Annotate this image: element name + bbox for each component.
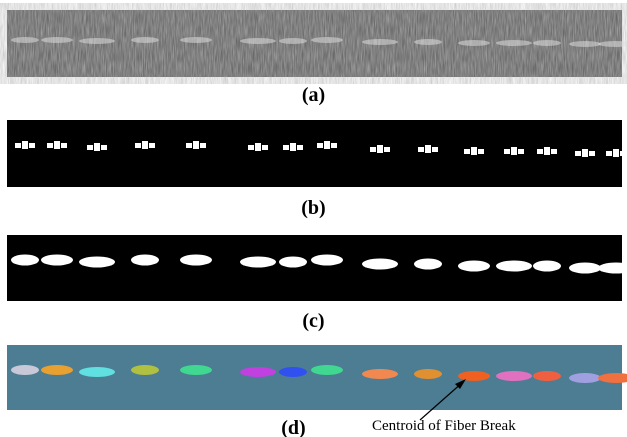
panel-label: (c) xyxy=(0,310,627,333)
blob xyxy=(311,37,343,43)
blob xyxy=(414,369,442,379)
blob xyxy=(606,151,612,156)
blob xyxy=(384,147,390,152)
blob xyxy=(311,365,343,375)
blob xyxy=(180,255,212,266)
blob xyxy=(131,37,159,43)
blob xyxy=(79,367,115,377)
blob xyxy=(297,145,303,150)
blob xyxy=(569,373,601,383)
blob xyxy=(47,143,53,148)
blob xyxy=(131,255,159,266)
blob xyxy=(496,40,532,46)
blob xyxy=(101,145,107,150)
blob xyxy=(11,37,39,43)
blob xyxy=(414,259,442,270)
blob xyxy=(504,149,510,154)
blob xyxy=(569,263,601,274)
blob xyxy=(283,145,289,150)
blob xyxy=(533,261,561,272)
blob xyxy=(255,143,261,151)
blob xyxy=(331,143,337,148)
blob xyxy=(186,143,192,148)
blob xyxy=(317,143,323,148)
panel-label: (b) xyxy=(0,197,627,220)
blob xyxy=(279,38,307,44)
blob xyxy=(22,141,28,149)
blob xyxy=(131,365,159,375)
blob xyxy=(15,143,21,148)
blob xyxy=(362,369,398,379)
blob xyxy=(370,147,376,152)
blob xyxy=(279,257,307,268)
blob xyxy=(180,37,212,43)
blob xyxy=(582,149,588,157)
blob xyxy=(569,41,601,47)
blob xyxy=(377,145,383,153)
blob xyxy=(11,365,39,375)
blob xyxy=(41,37,73,43)
blob xyxy=(279,367,307,377)
blob xyxy=(589,151,595,156)
blob xyxy=(248,145,254,150)
blob xyxy=(61,143,67,148)
blob xyxy=(149,143,155,148)
blob xyxy=(537,149,543,154)
panel-label: (a) xyxy=(0,84,627,107)
blob xyxy=(87,145,93,150)
blob xyxy=(471,147,477,155)
blob xyxy=(458,371,490,381)
blob xyxy=(418,147,424,152)
blob xyxy=(41,365,73,375)
blob xyxy=(54,141,60,149)
blob xyxy=(496,371,532,381)
blob xyxy=(533,371,561,381)
blob xyxy=(362,259,398,270)
blob xyxy=(432,147,438,152)
annotation: Centroid of Fiber Break xyxy=(372,418,516,435)
blob xyxy=(511,147,517,155)
blob xyxy=(135,143,141,148)
blob xyxy=(262,145,268,150)
blob xyxy=(193,141,199,149)
blob xyxy=(94,143,100,151)
blob xyxy=(544,147,550,155)
blob xyxy=(478,149,484,154)
blob xyxy=(464,149,470,154)
blob xyxy=(620,151,626,156)
blob xyxy=(79,38,115,44)
blob xyxy=(324,141,330,149)
blob xyxy=(425,145,431,153)
blob xyxy=(180,365,212,375)
blob xyxy=(240,257,276,268)
blob xyxy=(613,149,619,157)
blob xyxy=(79,257,115,268)
blob xyxy=(200,143,206,148)
figure: (a) (b) (c) (d) Centroid of Fiber Break xyxy=(0,0,627,437)
blob xyxy=(458,40,490,46)
blob xyxy=(551,149,557,154)
blob xyxy=(240,367,276,377)
blob xyxy=(533,40,561,46)
blob xyxy=(29,143,35,148)
blob xyxy=(496,261,532,272)
blob xyxy=(290,143,296,151)
blob xyxy=(458,261,490,272)
blob xyxy=(41,255,73,266)
blob xyxy=(362,39,398,45)
blob xyxy=(311,255,343,266)
blob xyxy=(142,141,148,149)
blob xyxy=(518,149,524,154)
blob xyxy=(414,39,442,45)
panel-b-image xyxy=(7,120,622,187)
blob xyxy=(240,38,276,44)
blob xyxy=(575,151,581,156)
blob xyxy=(11,255,39,266)
